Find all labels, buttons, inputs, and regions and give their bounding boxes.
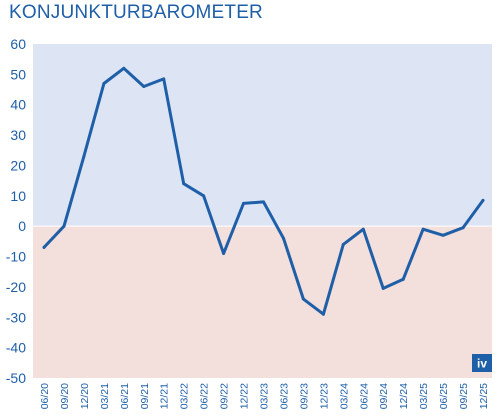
- x-tick-label: 03/22: [179, 383, 191, 409]
- data-point: [242, 201, 246, 205]
- y-tick-label: 20: [10, 157, 26, 173]
- negative-zone-background: [33, 226, 492, 378]
- x-tick-label: 06/24: [358, 383, 370, 409]
- x-tick-label: 12/25: [478, 383, 490, 409]
- x-tick-label: 06/23: [278, 383, 290, 409]
- y-tick-label: -30: [6, 309, 26, 325]
- data-point: [301, 297, 305, 301]
- x-tick-label: 12/23: [318, 383, 330, 409]
- x-axis: 06/20 09/20 12/20 03/21 06/21 09/21 12/21 03/22…: [39, 383, 490, 409]
- y-tick-label: -10: [6, 249, 26, 265]
- y-tick-label: 0: [18, 218, 26, 234]
- x-tick-label: 09/23: [298, 383, 310, 409]
- data-point: [182, 182, 186, 186]
- y-tick-label: 30: [10, 127, 26, 143]
- x-tick-label: 09/22: [219, 383, 231, 409]
- x-tick-label: 12/24: [398, 383, 410, 409]
- data-point: [202, 194, 206, 198]
- x-tick-label: 09/24: [378, 383, 390, 409]
- data-point: [162, 77, 166, 81]
- data-points: [42, 66, 485, 316]
- data-point: [102, 81, 106, 85]
- data-point: [381, 286, 385, 290]
- x-tick-label: 03/21: [99, 383, 111, 409]
- data-point: [122, 66, 126, 70]
- data-point: [441, 233, 445, 237]
- x-tick-label: 06/22: [199, 383, 211, 409]
- y-tick-label: -50: [6, 370, 26, 386]
- data-point: [361, 227, 365, 231]
- x-tick-label: 12/22: [239, 383, 251, 409]
- data-point: [401, 277, 405, 281]
- data-point: [481, 198, 485, 202]
- x-tick-label: 12/20: [79, 383, 91, 409]
- chart-title: KONJUNKTURBAROMETER: [9, 2, 263, 23]
- data-point: [142, 85, 146, 89]
- data-point: [222, 252, 226, 256]
- data-point: [421, 227, 425, 231]
- x-tick-label: 06/20: [39, 383, 51, 409]
- y-tick-label: -20: [6, 279, 26, 295]
- data-point: [62, 224, 66, 228]
- x-tick-label: 03/25: [418, 383, 430, 409]
- y-tick-label: 10: [10, 188, 26, 204]
- y-tick-label: 60: [10, 36, 26, 52]
- x-tick-label: 03/23: [259, 383, 271, 409]
- data-point: [461, 226, 465, 230]
- data-point: [321, 312, 325, 316]
- positive-zone-background: [33, 44, 492, 227]
- y-tick-label: -40: [6, 340, 26, 356]
- x-tick-label: 09/25: [458, 383, 470, 409]
- x-tick-label: 12/21: [159, 383, 171, 409]
- y-axis: -50 -40 -30 -20 -10 0 10 20 30 40 50 60: [6, 36, 26, 386]
- iv-logo: iv: [472, 354, 492, 372]
- x-tick-label: 06/25: [438, 383, 450, 409]
- x-tick-label: 09/21: [139, 383, 151, 409]
- data-point: [281, 236, 285, 240]
- y-tick-label: 50: [10, 66, 26, 82]
- x-tick-label: 09/20: [59, 383, 71, 409]
- y-tick-label: 40: [10, 97, 26, 113]
- data-point: [82, 154, 86, 158]
- data-point: [341, 242, 345, 246]
- x-tick-label: 06/21: [119, 383, 131, 409]
- iv-logo-text: iv: [477, 357, 487, 371]
- data-point: [42, 245, 46, 249]
- data-point: [262, 200, 265, 204]
- x-tick-label: 03/24: [338, 383, 350, 409]
